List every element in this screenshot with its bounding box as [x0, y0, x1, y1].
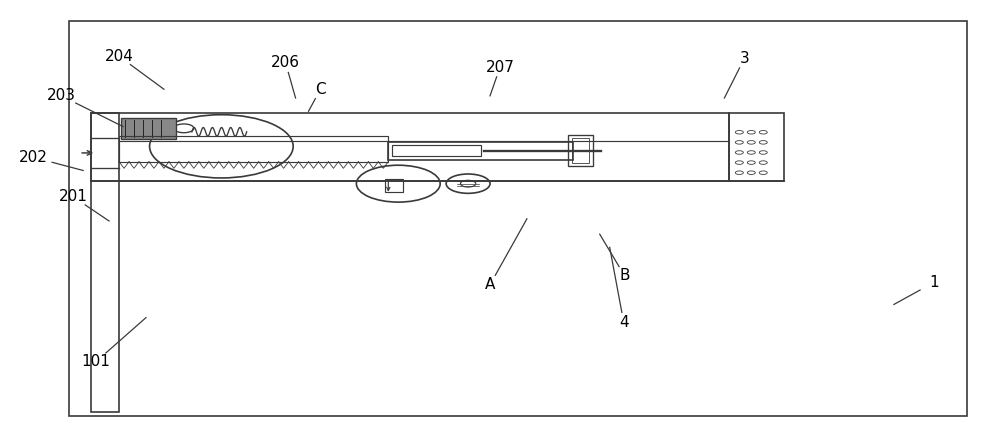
Bar — [572, 138, 589, 164]
Bar — [729, 114, 784, 182]
Bar — [388, 142, 573, 160]
Text: 101: 101 — [82, 354, 111, 369]
Text: 203: 203 — [47, 88, 76, 103]
Text: 202: 202 — [19, 150, 48, 165]
Bar — [121, 118, 176, 139]
Text: C: C — [315, 82, 326, 97]
Bar — [568, 135, 593, 166]
Bar — [91, 114, 119, 412]
Text: 1: 1 — [929, 275, 939, 290]
Text: 204: 204 — [105, 49, 133, 64]
Text: B: B — [619, 268, 630, 283]
Text: 4: 4 — [619, 315, 628, 330]
Bar — [385, 179, 403, 192]
Bar — [392, 145, 481, 156]
Text: 3: 3 — [739, 51, 749, 66]
Text: 206: 206 — [271, 55, 300, 70]
Text: 201: 201 — [59, 189, 88, 204]
Text: 207: 207 — [486, 60, 514, 75]
Bar — [119, 136, 388, 162]
Bar — [91, 114, 729, 182]
Text: A: A — [485, 277, 495, 292]
